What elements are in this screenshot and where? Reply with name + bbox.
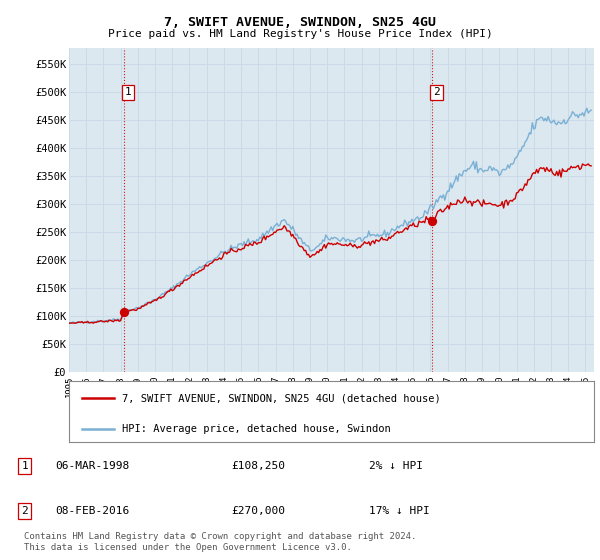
Text: 1: 1 <box>21 461 28 471</box>
Text: Contains HM Land Registry data © Crown copyright and database right 2024.
This d: Contains HM Land Registry data © Crown c… <box>23 532 416 552</box>
Text: Price paid vs. HM Land Registry's House Price Index (HPI): Price paid vs. HM Land Registry's House … <box>107 29 493 39</box>
Text: 06-MAR-1998: 06-MAR-1998 <box>55 461 130 471</box>
Text: 7, SWIFT AVENUE, SWINDON, SN25 4GU: 7, SWIFT AVENUE, SWINDON, SN25 4GU <box>164 16 436 29</box>
Text: 2: 2 <box>433 87 440 97</box>
Text: HPI: Average price, detached house, Swindon: HPI: Average price, detached house, Swin… <box>121 424 390 434</box>
Point <box>427 217 437 226</box>
Point <box>119 307 128 316</box>
Text: 2% ↓ HPI: 2% ↓ HPI <box>369 461 423 471</box>
Text: £108,250: £108,250 <box>231 461 285 471</box>
Text: 08-FEB-2016: 08-FEB-2016 <box>55 506 130 516</box>
Text: 2: 2 <box>21 506 28 516</box>
Text: £270,000: £270,000 <box>231 506 285 516</box>
Text: 7, SWIFT AVENUE, SWINDON, SN25 4GU (detached house): 7, SWIFT AVENUE, SWINDON, SN25 4GU (deta… <box>121 393 440 403</box>
Text: 1: 1 <box>125 87 131 97</box>
Text: 17% ↓ HPI: 17% ↓ HPI <box>369 506 430 516</box>
